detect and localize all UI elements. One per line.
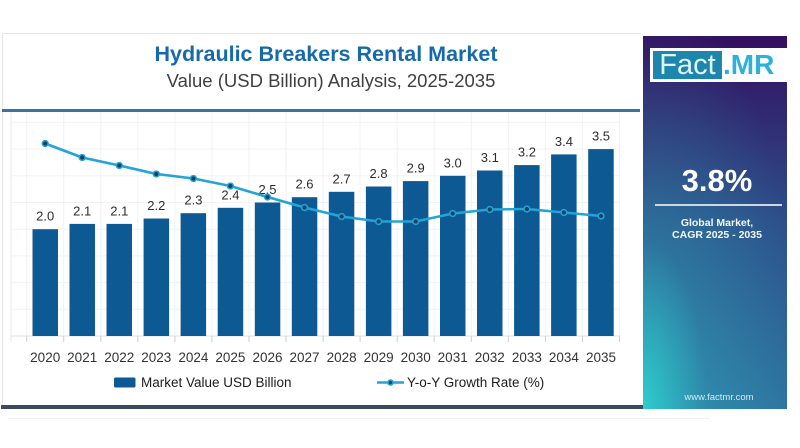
svg-text:2021: 2021 <box>67 350 97 365</box>
svg-text:2.1: 2.1 <box>110 203 128 218</box>
svg-text:Market Value USD Billion: Market Value USD Billion <box>141 375 292 390</box>
svg-text:2035: 2035 <box>586 350 616 365</box>
svg-text:2.9: 2.9 <box>407 161 425 176</box>
svg-text:2028: 2028 <box>327 350 357 365</box>
svg-text:3.5: 3.5 <box>592 129 610 144</box>
svg-text:2024: 2024 <box>178 350 209 365</box>
svg-text:2.0: 2.0 <box>36 209 54 224</box>
svg-text:2033: 2033 <box>512 350 542 365</box>
svg-text:2029: 2029 <box>364 350 394 365</box>
svg-text:2.7: 2.7 <box>333 171 351 186</box>
svg-text:2027: 2027 <box>289 350 319 365</box>
svg-text:2025: 2025 <box>215 350 245 365</box>
svg-text:2.1: 2.1 <box>73 203 91 218</box>
svg-text:2026: 2026 <box>252 350 282 365</box>
svg-text:2032: 2032 <box>475 350 505 365</box>
svg-text:3.2: 3.2 <box>518 145 536 160</box>
svg-text:2034: 2034 <box>549 350 580 365</box>
svg-text:2023: 2023 <box>141 350 171 365</box>
svg-text:2030: 2030 <box>401 350 431 365</box>
svg-text:2.6: 2.6 <box>295 177 313 192</box>
svg-text:2.5: 2.5 <box>258 182 276 197</box>
svg-text:2020: 2020 <box>30 350 60 365</box>
svg-text:2.8: 2.8 <box>370 166 388 181</box>
svg-text:2022: 2022 <box>104 350 134 365</box>
svg-text:2031: 2031 <box>438 350 468 365</box>
svg-text:Y-o-Y Growth Rate (%): Y-o-Y Growth Rate (%) <box>407 375 544 390</box>
svg-text:2.4: 2.4 <box>221 187 239 202</box>
svg-text:2.2: 2.2 <box>147 198 165 213</box>
svg-text:2.3: 2.3 <box>184 193 202 208</box>
svg-text:3.0: 3.0 <box>444 155 462 170</box>
svg-text:3.1: 3.1 <box>481 150 499 165</box>
svg-text:3.4: 3.4 <box>555 134 573 149</box>
